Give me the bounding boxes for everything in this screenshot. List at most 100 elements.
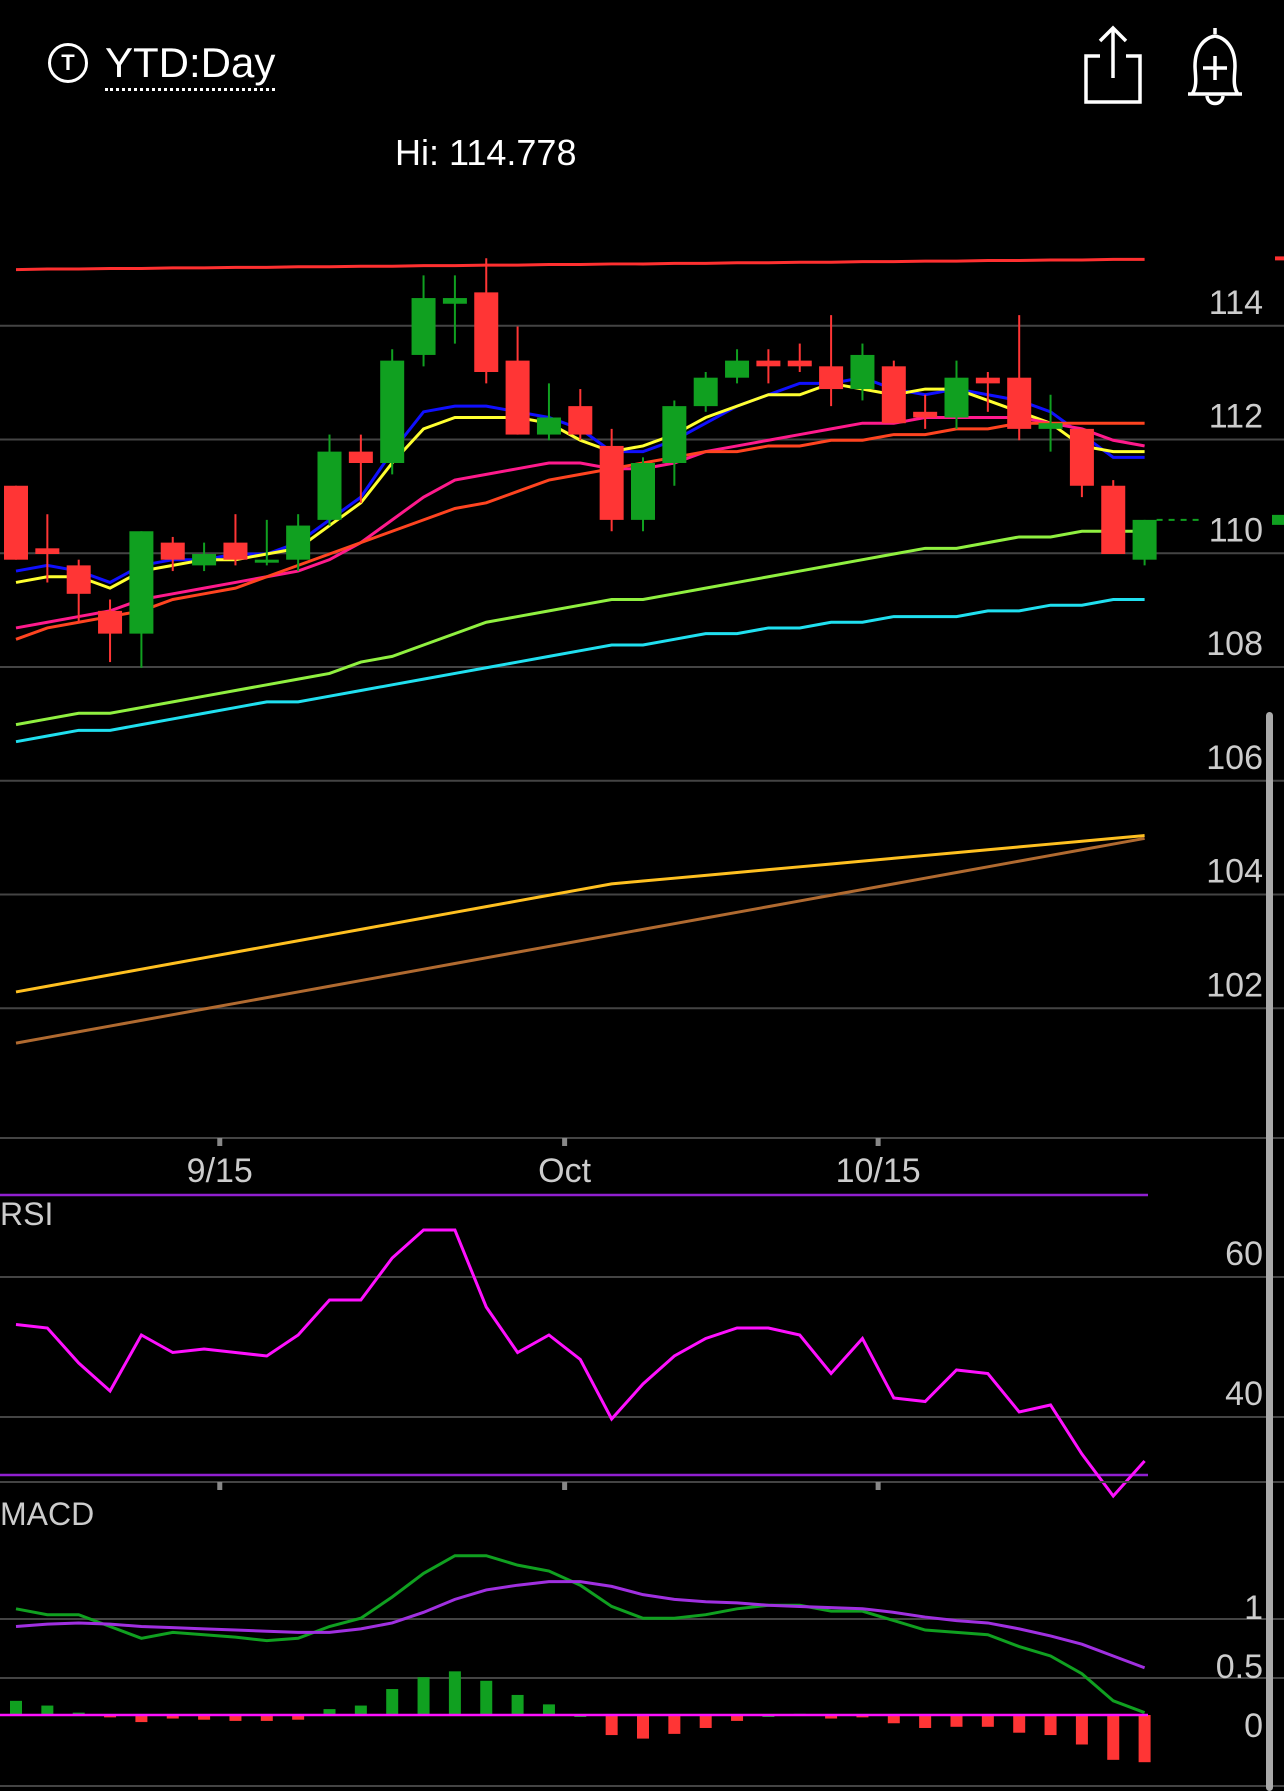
candle-body bbox=[1132, 519, 1157, 560]
macd-histogram-bar bbox=[511, 1694, 524, 1715]
macd-histogram-bar bbox=[1138, 1715, 1151, 1763]
signal-line bbox=[15, 1580, 1146, 1670]
candle-body bbox=[411, 298, 436, 355]
candle-body bbox=[317, 451, 342, 520]
candle-body bbox=[4, 485, 28, 560]
candle-body bbox=[254, 559, 279, 563]
price-axis-label: 110 bbox=[1209, 511, 1263, 549]
candle-body bbox=[536, 417, 561, 435]
macd-histogram-bar bbox=[1044, 1715, 1057, 1736]
macd-histogram-bar bbox=[386, 1689, 399, 1715]
candle-body bbox=[725, 360, 750, 378]
candle-body bbox=[474, 292, 499, 372]
rsi-axis-label: 40 bbox=[1225, 1375, 1263, 1413]
macd-histogram-bar bbox=[825, 1715, 838, 1719]
price-axis-label: 112 bbox=[1209, 398, 1263, 436]
candle-body bbox=[98, 610, 123, 634]
macd-histogram-bar bbox=[1013, 1715, 1026, 1733]
moving-average-line bbox=[15, 836, 1145, 1045]
candle-body bbox=[662, 406, 687, 463]
candle-body bbox=[505, 360, 530, 435]
candle-body bbox=[1069, 428, 1094, 486]
candle-body bbox=[599, 445, 624, 520]
candle-body bbox=[35, 548, 60, 554]
vertical-scrollbar[interactable] bbox=[1266, 712, 1273, 1791]
candle-body bbox=[223, 542, 248, 560]
high-price-label: Hi: 114.778 bbox=[395, 132, 577, 173]
macd-histogram-bar bbox=[605, 1715, 618, 1736]
candle-body bbox=[944, 377, 969, 418]
macd-histogram-bar bbox=[10, 1700, 22, 1715]
macd-axis-label: 0.5 bbox=[1216, 1648, 1263, 1686]
macd-histogram-bar bbox=[1075, 1715, 1088, 1745]
macd-histogram-bar bbox=[448, 1671, 461, 1715]
macd-histogram-bar bbox=[731, 1715, 744, 1721]
macd-histogram-bar bbox=[354, 1705, 367, 1715]
time-axis-label: 9/15 bbox=[187, 1152, 253, 1190]
price-axis-label: 106 bbox=[1206, 739, 1263, 777]
candle-body bbox=[442, 298, 467, 304]
macd-histogram-bar bbox=[699, 1715, 712, 1728]
macd-histogram-bar bbox=[542, 1704, 555, 1715]
candle-body bbox=[380, 360, 405, 463]
macd-axis-label: 1 bbox=[1244, 1589, 1263, 1627]
time-axis-label: 10/15 bbox=[836, 1152, 921, 1190]
trend-marker bbox=[1275, 256, 1284, 261]
moving-average-line bbox=[15, 257, 1145, 272]
share-icon[interactable] bbox=[1078, 24, 1148, 108]
candle-body bbox=[975, 377, 1000, 384]
macd-axis-label: 0 bbox=[1244, 1707, 1263, 1745]
macd-histogram-bar bbox=[229, 1715, 242, 1721]
rsi-axis-label: 60 bbox=[1225, 1235, 1263, 1273]
macd-histogram-bar bbox=[166, 1715, 179, 1719]
price-axis-label: 104 bbox=[1206, 853, 1263, 891]
macd-histogram-bar bbox=[292, 1715, 305, 1720]
price-axis-label: 108 bbox=[1206, 625, 1263, 663]
macd-histogram-bar bbox=[1107, 1715, 1120, 1760]
time-range-selector[interactable]: YTD:Day bbox=[105, 38, 276, 91]
macd-histogram-bar bbox=[637, 1715, 649, 1739]
time-range-icon[interactable]: T bbox=[48, 43, 88, 83]
macd-histogram-bar bbox=[417, 1677, 430, 1715]
moving-average-line bbox=[15, 529, 1145, 727]
candle-body bbox=[568, 406, 593, 435]
price-axis-label: 114 bbox=[1209, 284, 1263, 322]
candle-body bbox=[66, 565, 91, 594]
candle-body bbox=[160, 542, 185, 560]
last-price-marker bbox=[1272, 514, 1284, 525]
macd-line bbox=[15, 1554, 1146, 1715]
price-axis-label: 102 bbox=[1206, 966, 1263, 1004]
macd-histogram-bar bbox=[480, 1680, 493, 1715]
candle-body bbox=[192, 554, 217, 566]
candle-body bbox=[693, 377, 718, 407]
add-alert-bell-icon[interactable] bbox=[1180, 24, 1250, 108]
macd-histogram-bar bbox=[323, 1709, 336, 1715]
candle-body bbox=[756, 360, 781, 367]
candle-body bbox=[819, 366, 844, 390]
candle-body bbox=[1101, 485, 1126, 554]
rsi-panel-label: RSI bbox=[0, 1196, 53, 1232]
candle-body bbox=[286, 525, 311, 560]
moving-average-line bbox=[15, 421, 1145, 641]
moving-average-line bbox=[15, 598, 1145, 744]
macd-histogram-bar bbox=[198, 1715, 211, 1720]
macd-histogram-bar bbox=[41, 1705, 54, 1715]
macd-histogram-bar bbox=[668, 1715, 681, 1734]
candle-body bbox=[129, 531, 154, 634]
candle-body bbox=[787, 360, 812, 367]
macd-histogram-bar bbox=[981, 1715, 994, 1727]
macd-histogram-bar bbox=[950, 1715, 963, 1727]
macd-histogram-bar bbox=[135, 1715, 148, 1723]
macd-histogram-bar bbox=[260, 1715, 273, 1721]
candle-body bbox=[1007, 377, 1032, 429]
rsi-line bbox=[15, 1228, 1146, 1499]
macd-histogram-bar bbox=[887, 1715, 900, 1724]
macd-histogram-bar bbox=[919, 1715, 932, 1728]
time-axis-label: Oct bbox=[538, 1152, 591, 1190]
macd-panel-label: MACD bbox=[0, 1496, 94, 1532]
moving-average-line bbox=[15, 834, 1145, 994]
chart-header: T YTD:Day bbox=[0, 0, 1284, 120]
candle-body bbox=[850, 354, 875, 390]
candle-body bbox=[1038, 423, 1063, 429]
